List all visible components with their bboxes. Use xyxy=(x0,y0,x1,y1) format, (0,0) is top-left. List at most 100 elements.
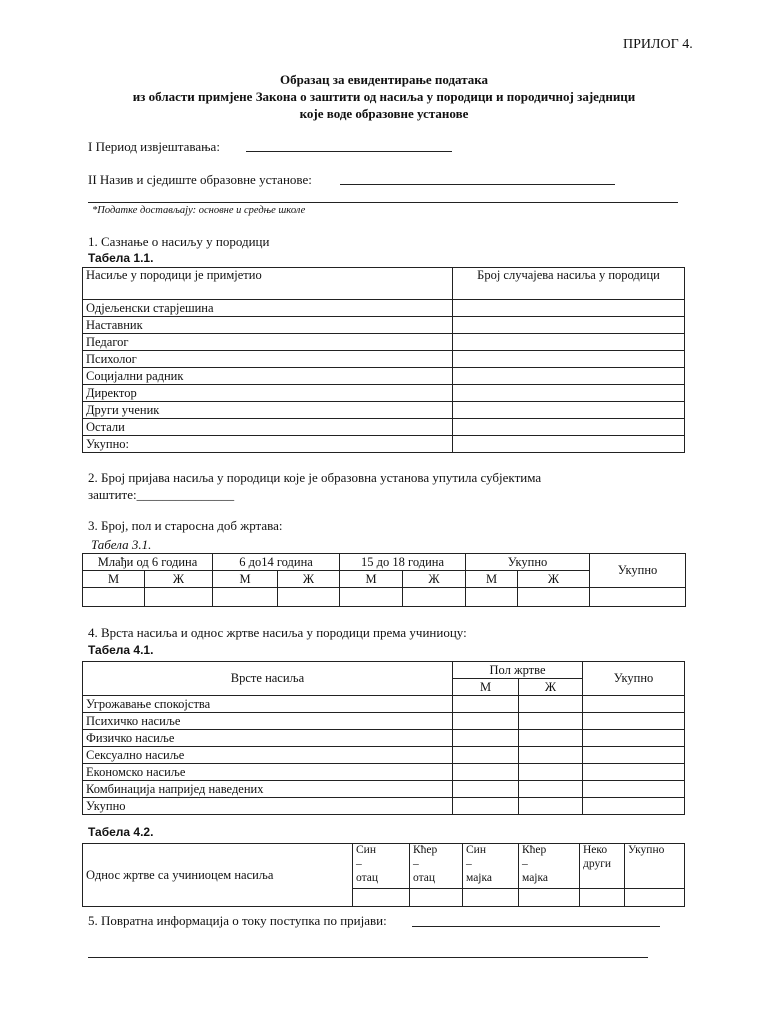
row-label: Укупно: xyxy=(82,435,453,453)
input-cell[interactable] xyxy=(518,888,580,907)
row-label: Сексуално насиље xyxy=(82,746,453,764)
relation-header-line: отац xyxy=(356,872,379,884)
input-cell[interactable] xyxy=(144,587,213,607)
table-4-1: Врсте насиља Пол жртве Укупно М Ж Угрожа… xyxy=(82,661,685,815)
input-cell[interactable] xyxy=(582,729,685,747)
input-cell[interactable] xyxy=(82,587,145,607)
input-cell[interactable] xyxy=(517,729,584,747)
section3-heading: 3. Број, пол и старосна доб жртава: xyxy=(88,518,283,533)
input-cell[interactable] xyxy=(452,350,685,368)
row-label: Педагог xyxy=(82,333,453,351)
female-header: Ж xyxy=(517,570,591,588)
input-cell[interactable] xyxy=(582,746,685,764)
row-label: Физичко насиље xyxy=(82,729,453,747)
input-cell[interactable] xyxy=(452,746,519,764)
input-cell[interactable] xyxy=(452,763,519,781)
table-1-1: Насиље у породици је примјетио Број случ… xyxy=(82,267,685,453)
relation-header-line: – xyxy=(522,858,528,870)
institution-field[interactable] xyxy=(340,184,615,185)
relation-header-line: Син xyxy=(466,844,486,857)
table-row: Укупно xyxy=(82,797,685,815)
table-3-1: Млађи од 6 година 6 до14 година 15 до 18 г… xyxy=(82,553,686,607)
table-header: Број случајева насиља у породици xyxy=(452,267,685,300)
input-cell[interactable] xyxy=(582,763,685,781)
relation-header-line: Син xyxy=(356,844,376,857)
table-header: Однос жртве са учиниоцем насиља xyxy=(82,843,353,907)
input-cell[interactable] xyxy=(452,729,519,747)
input-cell[interactable] xyxy=(517,780,584,798)
institution-field-line2[interactable] xyxy=(88,202,678,203)
table-row: Социјални радник xyxy=(82,367,685,385)
relation-header: Неко други xyxy=(579,843,625,889)
feedback-field-line2[interactable] xyxy=(88,957,648,958)
relation-header: Кћер – отац xyxy=(409,843,463,889)
section1-heading: 1. Сазнање о насиљу у породици xyxy=(88,234,270,249)
input-cell[interactable] xyxy=(352,888,410,907)
input-cell[interactable] xyxy=(462,888,519,907)
input-cell[interactable] xyxy=(517,587,591,607)
age-group-header: 15 до 18 година xyxy=(339,553,467,571)
relation-header-line: Кћер xyxy=(413,844,438,857)
input-cell[interactable] xyxy=(452,401,685,419)
relation-header-line xyxy=(628,872,681,886)
relation-header-line: други xyxy=(583,858,612,870)
input-cell[interactable] xyxy=(339,587,404,607)
input-cell[interactable] xyxy=(276,587,341,607)
input-cell[interactable] xyxy=(517,712,584,730)
relation-header-line xyxy=(628,858,681,872)
input-cell[interactable] xyxy=(579,888,625,907)
input-cell[interactable] xyxy=(452,299,685,317)
table-row: Наставник xyxy=(82,316,685,334)
table-header: Ж xyxy=(517,678,584,696)
input-cell[interactable] xyxy=(517,695,584,713)
table-header: Пол жртве xyxy=(451,661,584,679)
table-header: Укупно xyxy=(582,661,685,696)
feedback-field[interactable] xyxy=(412,926,660,927)
input-cell[interactable] xyxy=(452,435,685,453)
input-cell[interactable] xyxy=(402,587,467,607)
input-cell[interactable] xyxy=(452,712,519,730)
input-cell[interactable] xyxy=(452,384,685,402)
male-header: М xyxy=(465,570,519,588)
input-cell[interactable] xyxy=(517,763,584,781)
table-row: Економско насиље xyxy=(82,763,685,781)
table-row: Физичко насиље xyxy=(82,729,685,747)
relation-header: Син – мајка xyxy=(462,843,519,889)
input-cell[interactable] xyxy=(589,587,686,607)
relation-header: Син – отац xyxy=(352,843,410,889)
input-cell[interactable] xyxy=(465,587,519,607)
input-cell[interactable] xyxy=(452,780,519,798)
female-header: Ж xyxy=(402,570,467,588)
section2-text-2[interactable]: заштите:_______________ xyxy=(88,487,235,502)
doc-title-line2: из области примјене Закона о заштити од … xyxy=(132,89,636,104)
input-cell[interactable] xyxy=(452,695,519,713)
relation-header-line: отац xyxy=(413,872,436,884)
table-row: Угрожавање спокојства xyxy=(82,695,685,713)
input-cell[interactable] xyxy=(452,797,519,815)
row-label: Социјални радник xyxy=(82,367,453,385)
input-cell[interactable] xyxy=(212,587,278,607)
period-field[interactable] xyxy=(246,151,452,152)
relation-header-line: – xyxy=(413,858,419,870)
input-cell[interactable] xyxy=(517,746,584,764)
input-cell[interactable] xyxy=(582,712,685,730)
section4-heading: 4. Врста насиља и однос жртве насиља у п… xyxy=(88,625,467,640)
input-cell[interactable] xyxy=(582,780,685,798)
input-cell[interactable] xyxy=(409,888,463,907)
relation-header-line xyxy=(583,872,621,886)
input-cell[interactable] xyxy=(582,695,685,713)
attachment-label: ПРИЛОГ 4. xyxy=(623,37,693,52)
input-cell[interactable] xyxy=(452,333,685,351)
doc-title-line3: које воде образовне установе xyxy=(299,106,469,121)
period-label: I Период извјештавања: xyxy=(88,139,220,154)
table-row: Одјељенски старјешина xyxy=(82,299,685,317)
table-row: Сексуално насиље xyxy=(82,746,685,764)
input-cell[interactable] xyxy=(452,418,685,436)
input-cell[interactable] xyxy=(624,888,685,907)
input-cell[interactable] xyxy=(452,316,685,334)
input-cell[interactable] xyxy=(517,797,584,815)
input-cell[interactable] xyxy=(452,367,685,385)
row-label: Угрожавање спокојства xyxy=(82,695,453,713)
input-cell[interactable] xyxy=(582,797,685,815)
section5-text: 5. Повратна информација о току поступка … xyxy=(88,913,387,928)
